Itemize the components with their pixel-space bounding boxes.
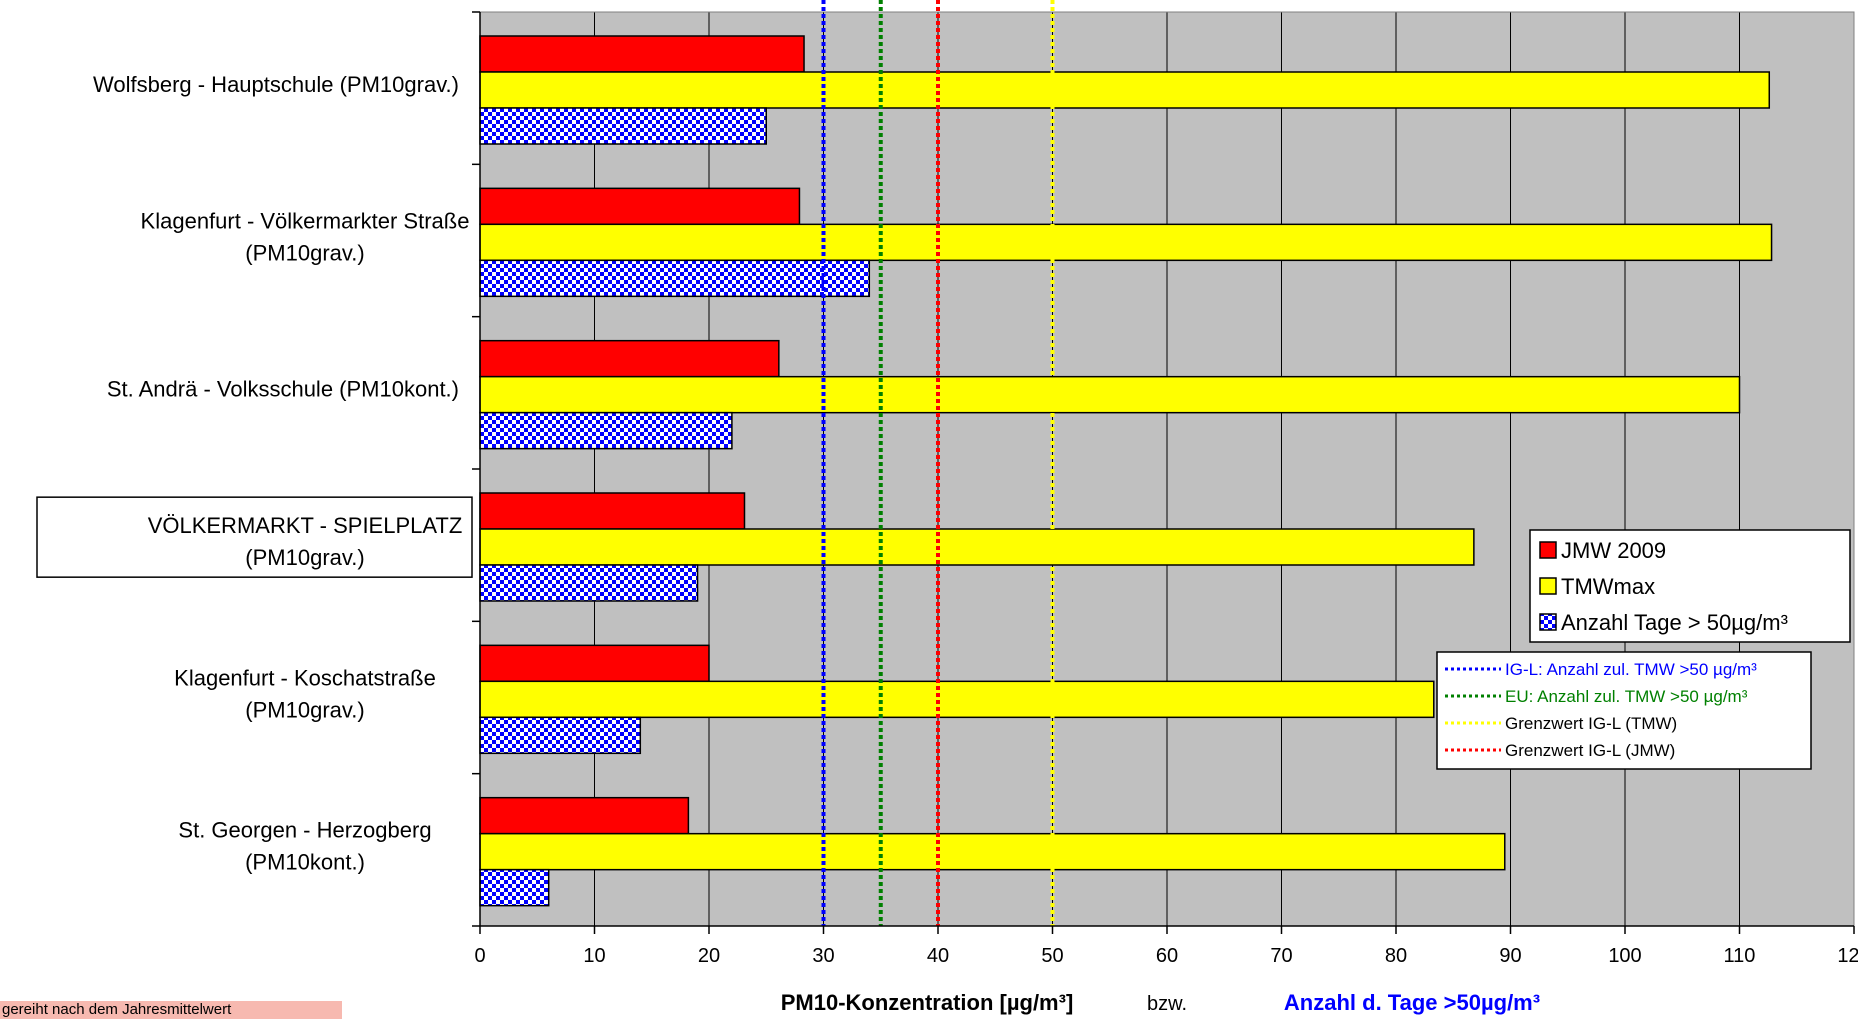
- category-label: (PM10grav.): [245, 545, 364, 570]
- category-label: (PM10grav.): [245, 240, 364, 265]
- bar-jmw: [479, 339, 780, 378]
- legend-label: JMW 2009: [1561, 538, 1666, 563]
- x-tick-label: 70: [1270, 945, 1292, 967]
- x-tick-label: 30: [812, 945, 834, 967]
- reference-legend-label: EU: Anzahl zul. TMW >50 µg/m³: [1505, 687, 1748, 706]
- bar-tmwmax: [479, 528, 1475, 566]
- bar-days: [479, 259, 871, 298]
- x-tick-label: 50: [1041, 945, 1063, 967]
- x-tick-label: 120: [1837, 945, 1858, 967]
- legend-swatch: [1539, 577, 1557, 595]
- category-label: Wolfsberg - Hauptschule (PM10grav.): [93, 72, 459, 97]
- bar-tmwmax: [479, 375, 1741, 414]
- x-tick-label: 90: [1499, 945, 1521, 967]
- bar-days: [479, 868, 550, 907]
- legend-label: Anzahl Tage > 50µg/m³: [1561, 610, 1788, 635]
- category-label: (PM10grav.): [245, 697, 364, 722]
- reference-legend-label: Grenzwert IG-L (TMW): [1505, 714, 1677, 733]
- bar-tmwmax: [479, 71, 1771, 109]
- reference-legend-label: Grenzwert IG-L (JMW): [1505, 741, 1675, 760]
- category-label: Klagenfurt - Koschatstraße: [174, 665, 436, 690]
- sort-note: gereiht nach dem Jahresmittelwert: [0, 1001, 342, 1019]
- highlight-box: [36, 496, 473, 578]
- bar-jmw: [479, 187, 801, 226]
- bar-tmwmax: [479, 680, 1435, 719]
- x-axis-title-connector: bzw.: [1147, 993, 1187, 1015]
- category-label: St. Andrä - Volksschule (PM10kont.): [107, 377, 459, 402]
- reference-legend-label: IG-L: Anzahl zul. TMW >50 µg/m³: [1505, 660, 1757, 679]
- x-tick-label: 80: [1385, 945, 1407, 967]
- bar-jmw: [479, 35, 805, 73]
- category-label: Klagenfurt - Völkermarkter Straße: [141, 208, 470, 233]
- x-axis-title-concentration: PM10-Konzentration [µg/m³]: [781, 990, 1074, 1015]
- bar-jmw: [479, 644, 710, 683]
- legend: [1529, 529, 1851, 643]
- x-tick-label: 40: [927, 945, 949, 967]
- legend-label: TMWmax: [1561, 574, 1655, 599]
- x-tick-label: 100: [1608, 945, 1641, 967]
- x-tick-label: 110: [1724, 945, 1756, 967]
- x-tick-label: 60: [1156, 945, 1178, 967]
- bar-tmwmax: [479, 832, 1506, 871]
- category-label: (PM10kont.): [245, 850, 365, 875]
- bar-days: [479, 716, 642, 755]
- x-tick-label: 10: [583, 945, 605, 967]
- category-label: St. Georgen - Herzogberg: [178, 818, 431, 843]
- bar-days: [479, 411, 733, 450]
- bar-jmw: [479, 492, 746, 530]
- category-label: VÖLKERMARKT - SPIELPLATZ: [148, 513, 463, 538]
- legend-swatch: [1539, 541, 1557, 559]
- x-tick-label: 20: [698, 945, 720, 967]
- bar-days: [479, 564, 699, 602]
- x-axis-title-days: Anzahl d. Tage >50µg/m³: [1284, 990, 1540, 1015]
- bar-tmwmax: [479, 223, 1773, 262]
- bar-days: [479, 107, 767, 145]
- x-tick-label: 0: [474, 945, 485, 967]
- legend-swatch: [1539, 613, 1557, 631]
- bar-jmw: [479, 796, 690, 835]
